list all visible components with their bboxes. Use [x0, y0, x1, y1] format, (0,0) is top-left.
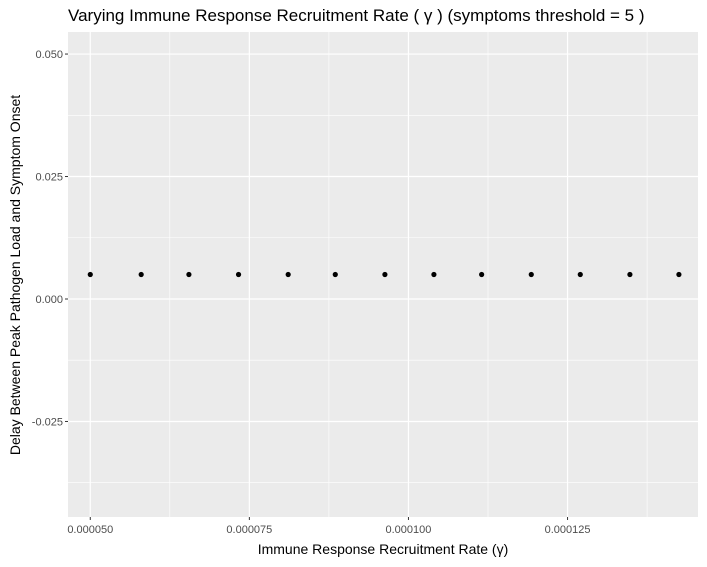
x-tick-labels: 0.000050 0.000075 0.000100 0.000125 — [67, 524, 590, 536]
data-point — [676, 271, 682, 278]
data-points — [87, 271, 682, 278]
data-point — [285, 271, 291, 278]
data-point — [627, 271, 633, 278]
data-point — [479, 271, 485, 278]
data-point — [332, 271, 338, 278]
x-tick-label: 0.000050 — [67, 524, 113, 536]
x-tick-label: 0.000075 — [226, 524, 272, 536]
y-tick-label: 0.025 — [35, 172, 63, 184]
data-point — [431, 271, 437, 278]
data-point — [138, 271, 144, 278]
grid-minor — [68, 32, 698, 517]
x-tick-label: 0.000100 — [386, 524, 432, 536]
y-tick-label: -0.025 — [32, 416, 63, 428]
x-axis-title: Immune Response Recruitment Rate (γ) — [258, 541, 509, 557]
data-point — [87, 271, 93, 278]
y-tick-labels: -0.025 0.000 0.025 0.050 — [32, 49, 63, 428]
data-point — [577, 271, 583, 278]
data-point — [235, 271, 242, 278]
chart-title: Varying Immune Response Recruitment Rate… — [68, 6, 645, 25]
y-tick-label: 0.000 — [35, 294, 63, 306]
data-point — [528, 271, 534, 278]
x-tick-label: 0.000125 — [545, 524, 591, 536]
data-point — [382, 271, 388, 278]
data-point — [186, 271, 192, 278]
axis-ticks — [65, 53, 569, 520]
y-tick-label: 0.050 — [35, 49, 63, 61]
y-axis-title: Delay Between Peak Pathogen Load and Sym… — [7, 95, 23, 455]
